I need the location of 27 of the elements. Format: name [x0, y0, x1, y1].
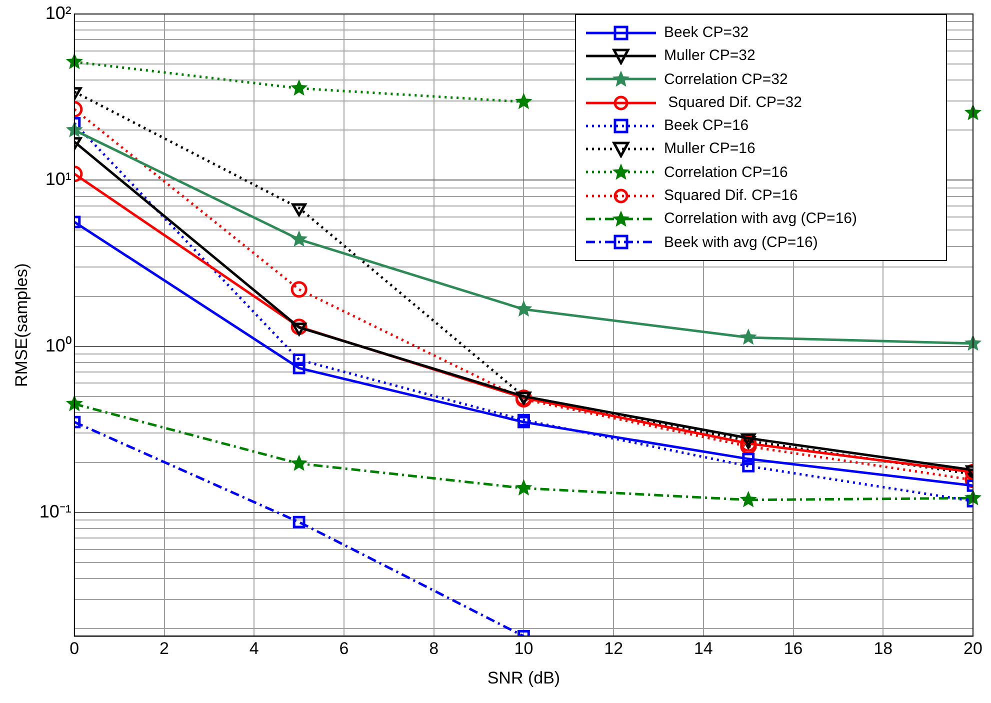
x-tick-label: 18 — [874, 639, 893, 658]
x-tick-label: 14 — [694, 639, 713, 658]
x-tick-label: 10 — [514, 639, 534, 658]
x-tick-label: 12 — [604, 639, 624, 658]
y-tick-label: 10¹ — [45, 169, 72, 190]
x-tick-label: 0 — [70, 639, 80, 658]
legend-label: Correlation CP=16 — [664, 162, 788, 183]
y-tick-label: 10⁰ — [45, 335, 72, 356]
x-axis-title: SNR (dB) — [487, 668, 560, 688]
x-tick-label: 20 — [964, 639, 982, 658]
legend-label: Muller CP=32 — [664, 46, 756, 66]
legend-label: Beek with avg (CP=16) — [664, 232, 818, 253]
legend-label: Correlation CP=32 — [664, 70, 788, 90]
legend-label: Correlation with avg (CP=16) — [664, 209, 858, 230]
legend-label: Squared Dif. CP=16 — [664, 186, 798, 206]
y-tick-label: 10⁻¹ — [39, 501, 72, 522]
legend-label: Beek CP=16 — [664, 116, 749, 136]
legend-label: Squared Dif. CP=32 — [667, 92, 802, 113]
x-tick-label: 4 — [249, 639, 259, 658]
y-tick-label: 10² — [45, 2, 72, 23]
legend-label: Beek CP=32 — [664, 23, 749, 43]
legend-label: Muller CP=16 — [664, 139, 756, 160]
x-tick-label: 6 — [339, 639, 349, 658]
y-axis-title: RMSE(samples) — [12, 263, 31, 387]
x-tick-label: 8 — [429, 639, 439, 658]
x-tick-label: 16 — [784, 639, 803, 658]
x-tick-label: 2 — [160, 639, 170, 658]
